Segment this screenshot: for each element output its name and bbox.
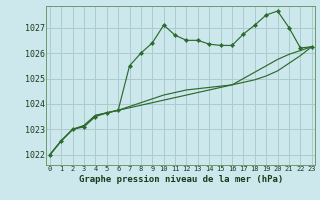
X-axis label: Graphe pression niveau de la mer (hPa): Graphe pression niveau de la mer (hPa): [79, 175, 283, 184]
